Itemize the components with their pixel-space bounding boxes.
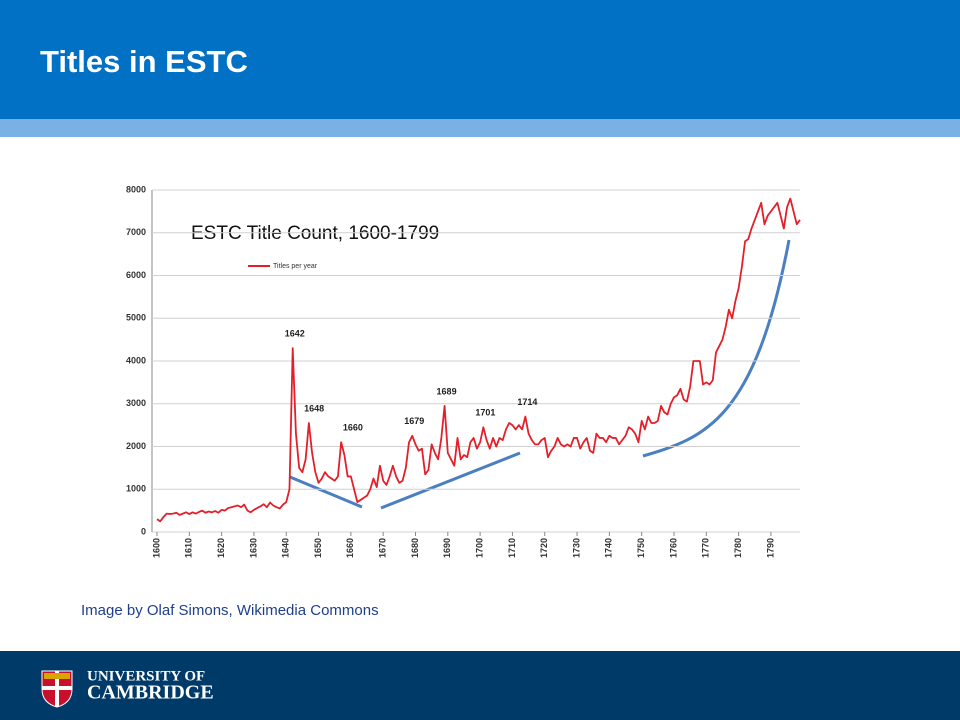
x-tick-label: 1720 [539,538,549,558]
x-tick-label: 1660 [345,538,355,558]
legend-label: Titles per year [273,263,318,270]
chart-title: ESTC Title Count, 1600-1799 [191,223,439,244]
annotation: 1660 [343,423,363,433]
trend-lines [289,239,791,510]
y-tick-label: 1000 [126,484,146,494]
y-tick-label: 3000 [126,398,146,408]
header-bar [0,0,960,119]
x-tick-label: 1730 [571,538,581,558]
x-tick-label: 1760 [668,538,678,558]
x-tick-label: 1640 [281,538,291,558]
y-tick-label: 0 [141,526,146,536]
footer-bar [0,651,960,720]
x-tick-label: 1680 [410,538,420,558]
x-tick-label: 1630 [248,538,258,558]
annotation: 1701 [475,408,495,418]
x-tick-label: 1650 [313,538,323,558]
x-tick-label: 1670 [378,538,388,558]
slide-title: Titles in ESTC [40,44,248,79]
x-tick-label: 1620 [216,538,226,558]
y-tick-label: 5000 [126,313,146,323]
y-tick-label: 7000 [126,227,146,237]
header-band [0,119,960,137]
annotation: 1642 [285,329,305,339]
chart: ESTC Title Count, 1600-1799 Titles per y… [126,184,801,558]
annotation: 1648 [304,403,324,413]
x-tick-label: 1740 [604,538,614,558]
x-tick-label: 1770 [701,538,711,558]
crest [41,670,73,708]
x-tick-label: 1690 [442,538,452,558]
y-tick-label: 4000 [126,355,146,365]
data-line [156,197,801,523]
x-tick-label: 1700 [474,538,484,558]
x-tick-label: 1710 [507,538,517,558]
annotation: 1689 [437,386,457,396]
caption: Image by Olaf Simons, Wikimedia Commons [81,602,379,619]
x-tick-label: 1790 [765,538,775,558]
annotation: 1714 [517,397,537,407]
footer-line: CAMBRIDGE [87,682,214,704]
x-tick-label: 1780 [733,538,743,558]
x-tick-label: 1610 [184,538,194,558]
y-tick-label: 2000 [126,441,146,451]
y-tick-label: 8000 [126,184,146,194]
footer-line: UNIVERSITY OF [87,668,205,684]
x-tick-label: 1600 [151,538,161,558]
x-tick-label: 1750 [636,538,646,558]
annotation: 1679 [404,416,424,426]
y-tick-label: 6000 [126,270,146,280]
